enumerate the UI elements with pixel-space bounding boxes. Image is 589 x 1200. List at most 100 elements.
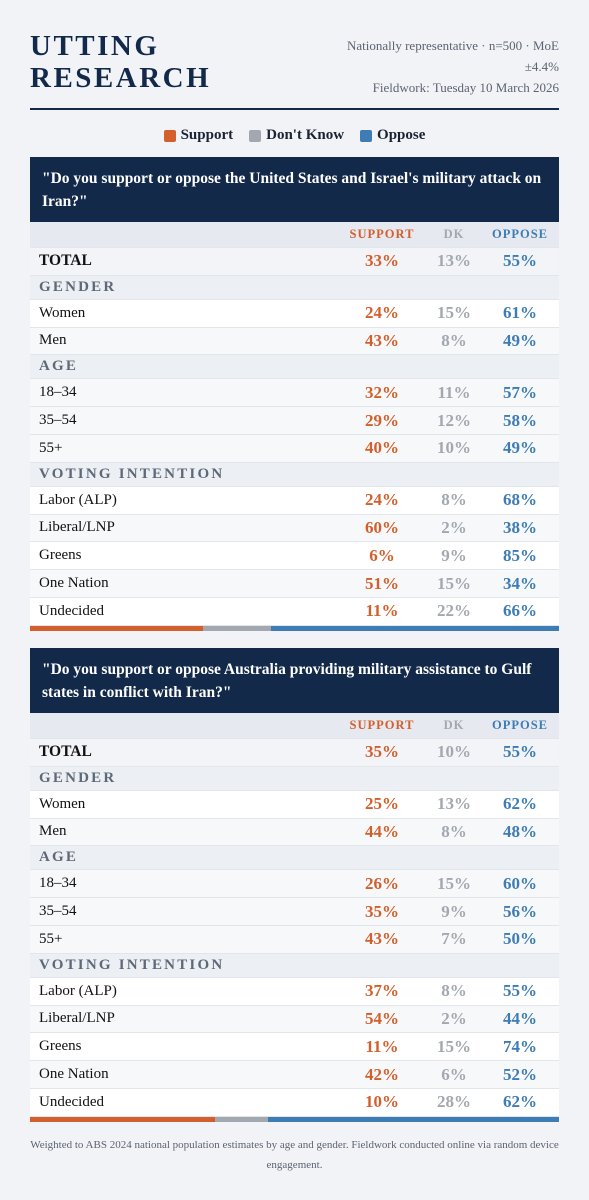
support-value: 24% xyxy=(365,303,399,323)
support-value: 43% xyxy=(365,929,399,949)
table-row: One Nation 51% 15% 34% xyxy=(30,570,559,598)
meta-line-1: Nationally representative · n=500 · MoE xyxy=(346,38,559,53)
col-dk-header: DK xyxy=(443,227,465,241)
dk-value: 8% xyxy=(441,490,467,510)
dontknow-swatch-icon xyxy=(249,129,262,142)
question-1-text: "Do you support or oppose the United Sta… xyxy=(30,157,559,222)
legend-support-label: Support xyxy=(180,127,234,143)
section-label: AGE xyxy=(39,849,79,866)
oppose-value: 44% xyxy=(503,1008,537,1028)
bar-oppose-segment xyxy=(268,1116,559,1122)
dk-value: 10% xyxy=(437,438,471,458)
question-panel-2: "Do you support or oppose Australia prov… xyxy=(30,648,559,1122)
table-row: One Nation 42% 6% 52% xyxy=(30,1061,559,1089)
dk-value: 15% xyxy=(437,1036,471,1056)
oppose-value: 85% xyxy=(503,545,537,565)
dk-value: 6% xyxy=(441,1064,467,1084)
dk-value: 7% xyxy=(441,929,467,949)
row-label: TOTAL xyxy=(39,743,92,761)
section-label: GENDER xyxy=(39,278,117,295)
support-value: 33% xyxy=(365,251,399,271)
row-label: One Nation xyxy=(39,575,109,592)
legend: Support Don't Know Oppose xyxy=(0,127,589,144)
oppose-value: 52% xyxy=(503,1064,537,1084)
table-row: 55+ 43% 7% 50% xyxy=(30,925,559,954)
dk-value: 9% xyxy=(441,545,467,565)
dk-value: 13% xyxy=(437,794,471,814)
meta-line-3: Fieldwork: Tuesday 10 March 2026 xyxy=(372,80,559,95)
bar-support-segment xyxy=(30,1116,216,1122)
support-value: 43% xyxy=(365,330,399,350)
oppose-value: 55% xyxy=(503,251,537,271)
table-row: 35–54 35% 9% 56% xyxy=(30,898,559,926)
total-share-bar xyxy=(30,1116,559,1122)
row-label: TOTAL xyxy=(39,252,92,270)
oppose-value: 56% xyxy=(503,901,537,921)
table-row: Men 43% 8% 49% xyxy=(30,327,559,356)
row-label: One Nation xyxy=(39,1066,109,1083)
section-label: AGE xyxy=(39,358,79,375)
brand-line-2: RESEARCH xyxy=(30,62,212,94)
support-value: 11% xyxy=(365,1036,399,1056)
row-label: Greens xyxy=(39,1038,82,1055)
table-row: Liberal/LNP 60% 2% 38% xyxy=(30,514,559,543)
section-header-voting: VOTING INTENTION xyxy=(30,953,559,978)
survey-meta: Nationally representative · n=500 · MoE … xyxy=(309,35,559,98)
row-label: Liberal/LNP xyxy=(39,1010,115,1027)
table-row-total: TOTAL 35% 10% 55% xyxy=(30,739,559,767)
oppose-swatch-icon xyxy=(360,129,373,142)
row-label: Men xyxy=(39,332,67,349)
row-label: Undecided xyxy=(39,1093,104,1110)
oppose-value: 49% xyxy=(503,438,537,458)
section-label: VOTING INTENTION xyxy=(39,465,225,482)
oppose-value: 62% xyxy=(503,1092,537,1112)
oppose-value: 34% xyxy=(503,573,537,593)
section-header-gender: GENDER xyxy=(30,275,559,300)
row-label: Liberal/LNP xyxy=(39,519,115,536)
row-label: 55+ xyxy=(39,439,63,456)
legend-support: Support xyxy=(163,127,234,144)
table-row: Men 44% 8% 48% xyxy=(30,818,559,847)
table-row: Undecided 11% 22% 66% xyxy=(30,597,559,626)
meta-line-2: ±4.4% xyxy=(524,59,559,74)
legend-oppose-label: Oppose xyxy=(377,127,426,143)
dk-value: 11% xyxy=(437,382,471,402)
section-header-voting: VOTING INTENTION xyxy=(30,462,559,487)
support-value: 40% xyxy=(365,438,399,458)
support-value: 10% xyxy=(365,1092,399,1112)
oppose-value: 66% xyxy=(503,601,537,621)
oppose-value: 55% xyxy=(503,981,537,1001)
dk-value: 13% xyxy=(437,251,471,271)
header: UTTING RESEARCH Nationally representativ… xyxy=(30,0,559,110)
col-support-header: SUPPORT xyxy=(349,227,415,241)
section-label: GENDER xyxy=(39,769,117,786)
footer-note: Weighted to ABS 2024 national population… xyxy=(30,1139,559,1171)
bar-dontknow-segment xyxy=(202,625,271,631)
support-value: 11% xyxy=(365,601,399,621)
support-value: 60% xyxy=(365,517,399,537)
question-2-text: "Do you support or oppose Australia prov… xyxy=(30,648,559,713)
row-label: 35–54 xyxy=(39,412,77,429)
column-header-row: SUPPORT DK OPPOSE xyxy=(30,222,559,248)
bar-oppose-segment xyxy=(270,625,559,631)
dk-value: 10% xyxy=(437,742,471,762)
row-label: Labor (ALP) xyxy=(39,982,117,999)
col-dk-header: DK xyxy=(443,718,465,732)
dk-value: 15% xyxy=(437,573,471,593)
table-row: Women 24% 15% 61% xyxy=(30,299,559,328)
dk-value: 15% xyxy=(437,303,471,323)
oppose-value: 60% xyxy=(503,873,537,893)
dk-value: 8% xyxy=(441,981,467,1001)
table-row: Undecided 10% 28% 62% xyxy=(30,1088,559,1117)
dk-value: 12% xyxy=(437,410,471,430)
row-label: 18–34 xyxy=(39,875,77,892)
oppose-value: 50% xyxy=(503,929,537,949)
row-label: 18–34 xyxy=(39,384,77,401)
row-label: 35–54 xyxy=(39,903,77,920)
question-panel-1: "Do you support or oppose the United Sta… xyxy=(30,157,559,631)
dk-value: 15% xyxy=(437,873,471,893)
brand-logo: UTTING RESEARCH xyxy=(30,30,211,94)
row-label: Women xyxy=(39,304,86,321)
support-value: 44% xyxy=(365,821,399,841)
